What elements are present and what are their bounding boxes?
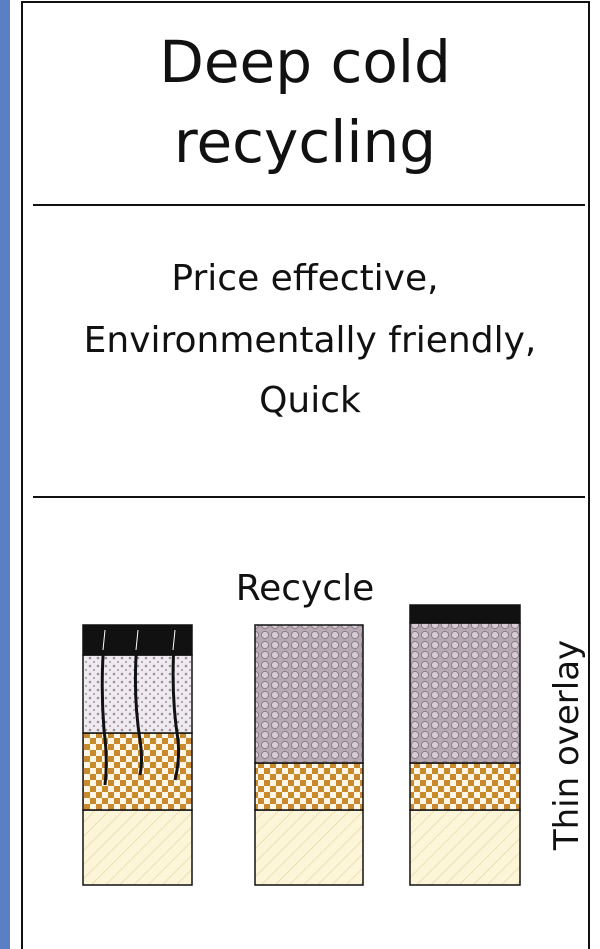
benefit: Quick bbox=[259, 380, 361, 421]
benefit: Price effective, bbox=[171, 258, 438, 299]
title-line: recycling bbox=[174, 108, 436, 176]
column-before bbox=[83, 625, 192, 885]
slide: Deep cold recycling Price effective, Env… bbox=[0, 0, 600, 949]
side-label: Thin overlay bbox=[547, 640, 587, 851]
edge-strip bbox=[0, 0, 10, 949]
benefit: Environmentally friendly, bbox=[84, 320, 537, 361]
column-overlay bbox=[410, 605, 520, 885]
column-recycled bbox=[255, 625, 363, 885]
page: Deep cold recycling Price effective, Env… bbox=[0, 0, 600, 949]
title-line: Deep cold bbox=[159, 28, 451, 96]
diagram-label: Recycle bbox=[236, 568, 375, 609]
